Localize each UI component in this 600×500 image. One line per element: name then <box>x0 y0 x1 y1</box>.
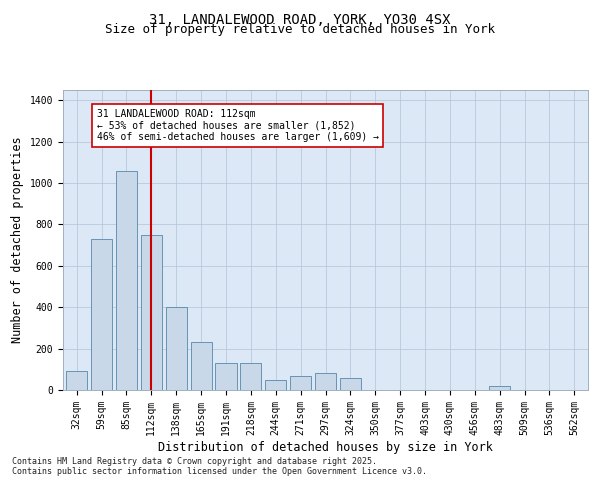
Bar <box>240 363 262 390</box>
Bar <box>91 239 112 390</box>
Bar <box>340 378 361 390</box>
Bar <box>116 170 137 390</box>
Bar <box>66 372 87 390</box>
Bar <box>141 235 162 390</box>
Text: 31, LANDALEWOOD ROAD, YORK, YO30 4SX: 31, LANDALEWOOD ROAD, YORK, YO30 4SX <box>149 12 451 26</box>
Text: Size of property relative to detached houses in York: Size of property relative to detached ho… <box>105 24 495 36</box>
Bar <box>191 342 212 390</box>
Bar <box>265 380 286 390</box>
Y-axis label: Number of detached properties: Number of detached properties <box>11 136 24 344</box>
Text: Contains HM Land Registry data © Crown copyright and database right 2025.: Contains HM Land Registry data © Crown c… <box>12 458 377 466</box>
Bar <box>315 374 336 390</box>
Bar <box>166 307 187 390</box>
Bar <box>290 376 311 390</box>
X-axis label: Distribution of detached houses by size in York: Distribution of detached houses by size … <box>158 440 493 454</box>
Bar <box>215 363 236 390</box>
Text: Contains public sector information licensed under the Open Government Licence v3: Contains public sector information licen… <box>12 468 427 476</box>
Bar <box>489 386 510 390</box>
Text: 31 LANDALEWOOD ROAD: 112sqm
← 53% of detached houses are smaller (1,852)
46% of : 31 LANDALEWOOD ROAD: 112sqm ← 53% of det… <box>97 108 379 142</box>
